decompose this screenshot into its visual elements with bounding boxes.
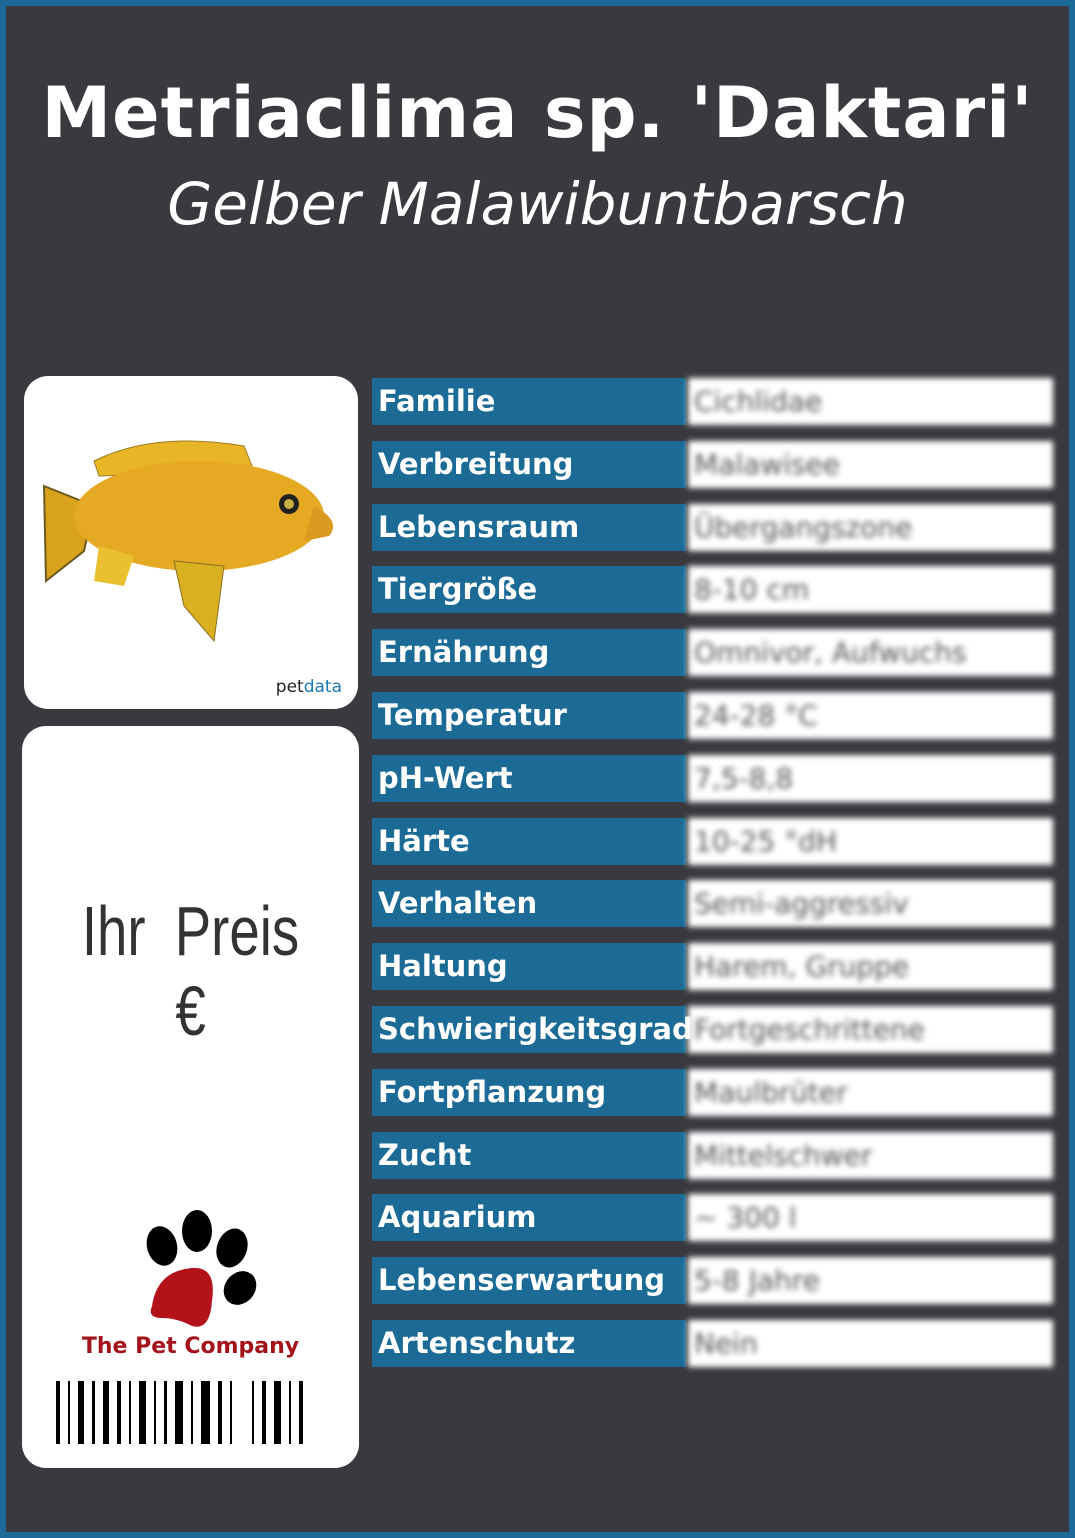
image-card: petdata [24, 376, 358, 709]
attribute-row: pH-Wert 7,5-8,8 [372, 754, 1053, 802]
attribute-row: Verbreitung Malawisee [372, 440, 1053, 488]
barcode-bar [201, 1381, 210, 1444]
attribute-label: Artenschutz [372, 1320, 686, 1367]
barcode-bar [175, 1381, 183, 1444]
attribute-row: Zucht Mittelschwer [372, 1131, 1053, 1179]
attribute-value: Mittelschwer [688, 1131, 1053, 1179]
attribute-value: Nein [688, 1320, 1053, 1367]
attribute-value: 5-8 Jahre [688, 1257, 1053, 1305]
price-label: Ihr Preis € [81, 892, 300, 1050]
attribute-label: pH-Wert [372, 754, 686, 802]
attribute-value: Malawisee [688, 440, 1053, 488]
barcode-bar [274, 1381, 281, 1444]
attribute-label: Ernährung [372, 629, 686, 677]
attribute-row: Lebensraum Übergangszone [372, 503, 1053, 551]
barcode-bar [262, 1381, 266, 1444]
barcode-bar [299, 1381, 303, 1444]
attribute-value: ~ 300 l [688, 1194, 1053, 1242]
fish-image [42, 440, 334, 643]
barcode-bar [164, 1381, 167, 1444]
attribute-label: Lebensraum [372, 503, 686, 551]
attribute-label: Verbreitung [372, 440, 686, 488]
attribute-value: Fortgeschrittene [688, 1006, 1053, 1053]
barcode-bar [218, 1381, 222, 1444]
attribute-value: Übergangszone [688, 503, 1053, 551]
barcode-bar [117, 1381, 121, 1444]
attribute-label: Härte [372, 817, 686, 865]
barcode-bar [139, 1381, 146, 1444]
attribute-label: Haltung [372, 943, 686, 991]
attribute-value: Harem, Gruppe [688, 943, 1053, 991]
attribute-label: Temperatur [372, 692, 686, 739]
species-title: Metriaclima sp. 'Daktari' [41, 72, 1034, 154]
attribute-label: Verhalten [372, 880, 686, 928]
attribute-label: Zucht [372, 1131, 686, 1179]
barcode-bar [230, 1381, 232, 1444]
attribute-label: Tiergröße [372, 566, 686, 614]
attribute-value: 24-28 °C [688, 692, 1053, 739]
attribute-row: Fortpflanzung Maulbrüter [372, 1068, 1053, 1116]
attribute-value: Omnivor, Aufwuchs [688, 629, 1053, 677]
attribute-value: Maulbrüter [688, 1068, 1053, 1116]
attribute-row: Ernährung Omnivor, Aufwuchs [372, 629, 1053, 677]
common-name: Gelber Malawibuntbarsch [167, 170, 908, 238]
attribute-row: Haltung Harem, Gruppe [372, 943, 1053, 991]
barcode-bar [103, 1381, 109, 1444]
price-card: Ihr Preis € The Pet Company [22, 726, 359, 1468]
attribute-row: Tiergröße 8-10 cm [372, 566, 1053, 614]
barcode-bar [56, 1381, 60, 1444]
barcode-bar [68, 1381, 70, 1444]
barcode-bar [289, 1381, 291, 1444]
attribute-value: Cichlidae [688, 378, 1053, 425]
attribute-row: Aquarium ~ 300 l [372, 1194, 1053, 1242]
attribute-value: Semi-aggressiv [688, 880, 1053, 928]
attribute-row: Lebenserwartung 5-8 Jahre [372, 1257, 1053, 1305]
attribute-value: 10-25 °dH [688, 817, 1053, 865]
attribute-label: Schwierigkeitsgrad [372, 1006, 693, 1053]
barcode-bar [92, 1381, 95, 1444]
attribute-row: Schwierigkeitsgrad Fortgeschrittene [372, 1006, 1053, 1053]
attribute-row: Temperatur 24-28 °C [372, 692, 1053, 739]
attribute-row: Familie Cichlidae [372, 378, 1053, 425]
company-name: The Pet Company [81, 1334, 300, 1359]
barcode-bar [78, 1381, 84, 1444]
attribute-label: Aquarium [372, 1194, 686, 1242]
barcode-bar [154, 1381, 156, 1444]
attribute-label: Fortpflanzung [372, 1068, 686, 1116]
attribute-value: 7,5-8,8 [688, 754, 1053, 802]
attribute-label: Familie [372, 378, 686, 425]
barcode-bar [129, 1381, 131, 1444]
attribute-value: 8-10 cm [688, 566, 1053, 614]
petdata-logo: petdata [275, 677, 342, 697]
barcode-bar [252, 1381, 254, 1444]
attribute-row: Härte 10-25 °dH [372, 817, 1053, 865]
barcode [56, 1381, 303, 1444]
barcode-bar [191, 1381, 193, 1444]
attribute-label: Lebenserwartung [372, 1257, 686, 1305]
paw-print-icon [146, 1210, 257, 1327]
attribute-row: Verhalten Semi-aggressiv [372, 880, 1053, 928]
attribute-row: Artenschutz Nein [372, 1320, 1053, 1367]
